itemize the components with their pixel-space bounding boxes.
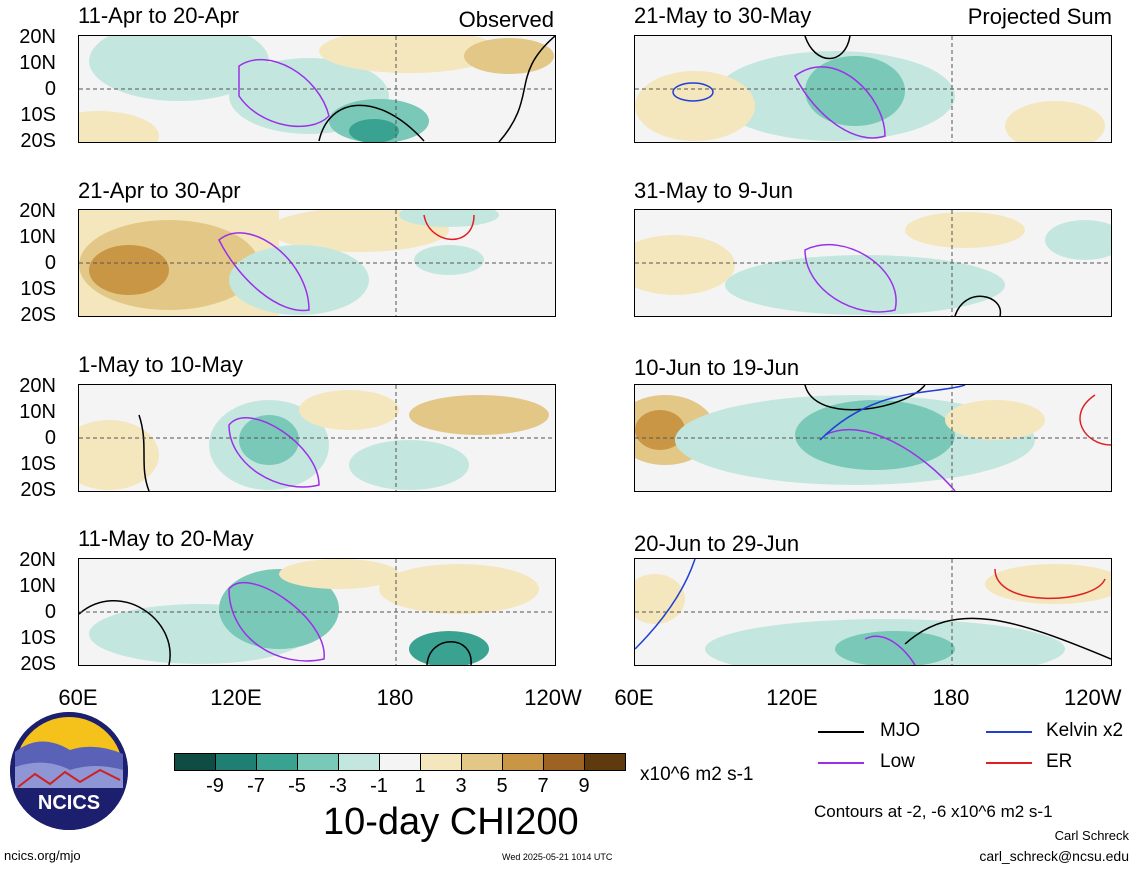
- colorbar-cell: [379, 753, 421, 771]
- map-panel-observed-2: [78, 209, 556, 317]
- map-field: [79, 36, 555, 142]
- map-field: [79, 385, 555, 491]
- panel-title-1: 11-Apr to 20-Apr: [78, 3, 240, 28]
- lat-label: 0: [44, 252, 56, 274]
- timestamp: Wed 2025-05-21 1014 UTC: [502, 852, 613, 862]
- colorbar-cell: [461, 753, 503, 771]
- lat-label: 10S: [20, 453, 56, 475]
- lat-label: 20S: [20, 130, 56, 152]
- ncics-logo-text: NCICS: [37, 792, 101, 814]
- lon-label: 120E: [210, 685, 262, 710]
- colorbar-units: x10^6 m2 s-1: [640, 764, 754, 785]
- colorbar-cell: [543, 753, 585, 771]
- panel-title-6: 31-May to 9-Jun: [634, 178, 793, 203]
- lon-label: 180: [376, 685, 414, 710]
- lat-label: 10S: [20, 104, 56, 126]
- colorbar-cell: [420, 753, 462, 771]
- lat-label: 10S: [20, 278, 56, 300]
- colorbar-label: 1: [414, 775, 426, 797]
- legend-swatch-low: [818, 762, 864, 764]
- lon-label: 60E: [614, 685, 654, 710]
- lat-label: 0: [44, 78, 56, 100]
- lat-label: 20N: [19, 200, 56, 222]
- panel-title-5: 21-May to 30-May: [634, 3, 812, 28]
- projected-sum-label: Projected Sum: [967, 4, 1112, 29]
- panel-title-2: 21-Apr to 30-Apr: [78, 178, 241, 203]
- map-field: [79, 559, 555, 665]
- contour-note: Contours at -2, -6 x10^6 m2 s-1: [814, 802, 1053, 821]
- colorbar-cell: [297, 753, 339, 771]
- panel-title-7: 10-Jun to 19-Jun: [634, 355, 800, 380]
- legend-swatch-er: [986, 762, 1032, 764]
- ncics-logo: NCICS: [10, 712, 128, 830]
- legend-label-kelvin: Kelvin x2: [1046, 720, 1124, 741]
- lat-label: 0: [44, 427, 56, 449]
- author-name: Carl Schreck: [1054, 828, 1129, 843]
- lat-label: 20S: [20, 653, 56, 675]
- map-panel-observed-4: [78, 558, 556, 666]
- lat-label: 10N: [19, 575, 56, 597]
- lon-label: 120W: [1064, 685, 1122, 710]
- map-field: [635, 36, 1111, 142]
- colorbar-cell: [502, 753, 544, 771]
- lat-label: 10N: [19, 52, 56, 74]
- map-panel-projected-4: [634, 558, 1112, 666]
- colorbar-cell: [584, 753, 626, 771]
- map-panel-projected-1: [634, 35, 1112, 143]
- map-panel-observed-1: [78, 35, 556, 143]
- site-link[interactable]: ncics.org/mjo: [4, 848, 81, 863]
- colorbar-label: 3: [455, 775, 467, 797]
- map-panel-observed-3: [78, 384, 556, 492]
- lon-label: 120E: [766, 685, 818, 710]
- legend-label-mjo: MJO: [880, 720, 921, 741]
- map-panel-projected-2: [634, 209, 1112, 317]
- colorbar-label: -3: [329, 775, 347, 797]
- panel-title-4: 11-May to 20-May: [78, 526, 254, 551]
- lon-label: 120W: [524, 685, 582, 710]
- figure-title: 10-day CHI200: [323, 801, 579, 843]
- lat-label: 0: [44, 601, 56, 623]
- legend-swatch-kelvin: [986, 731, 1032, 733]
- map-field: [79, 210, 555, 316]
- colorbar-label: 7: [537, 775, 549, 797]
- colorbar-label: -1: [370, 775, 388, 797]
- lat-label: 10S: [20, 627, 56, 649]
- panel-title-8: 20-Jun to 29-Jun: [634, 531, 800, 556]
- lon-label: 180: [932, 685, 970, 710]
- map-field: [635, 559, 1111, 665]
- panel-title-3: 1-May to 10-May: [78, 352, 244, 377]
- colorbar-label: -5: [288, 775, 306, 797]
- legend-label-er: ER: [1046, 751, 1073, 772]
- map-field: [635, 385, 1111, 491]
- colorbar-label: 9: [578, 775, 590, 797]
- observed-label: Observed: [458, 7, 554, 32]
- lat-label: 20N: [19, 549, 56, 571]
- colorbar-cell: [338, 753, 380, 771]
- map-panel-projected-3: [634, 384, 1112, 492]
- lat-label: 20S: [20, 304, 56, 326]
- colorbar-cell: [174, 753, 216, 771]
- legend-swatch-mjo: [818, 731, 864, 733]
- map-field: [635, 210, 1111, 316]
- lon-label: 60E: [58, 685, 98, 710]
- lat-label: 10N: [19, 226, 56, 248]
- lat-label: 10N: [19, 401, 56, 423]
- colorbar-cell: [215, 753, 257, 771]
- lat-label: 20S: [20, 479, 56, 501]
- colorbar-label: -7: [247, 775, 265, 797]
- colorbar-label: -9: [206, 775, 224, 797]
- legend-label-low: Low: [880, 751, 915, 772]
- lat-label: 20N: [19, 375, 56, 397]
- colorbar-label: 5: [496, 775, 508, 797]
- lat-label: 20N: [19, 26, 56, 48]
- colorbar-cell: [256, 753, 298, 771]
- author-email[interactable]: carl_schreck@ncsu.edu: [979, 848, 1129, 864]
